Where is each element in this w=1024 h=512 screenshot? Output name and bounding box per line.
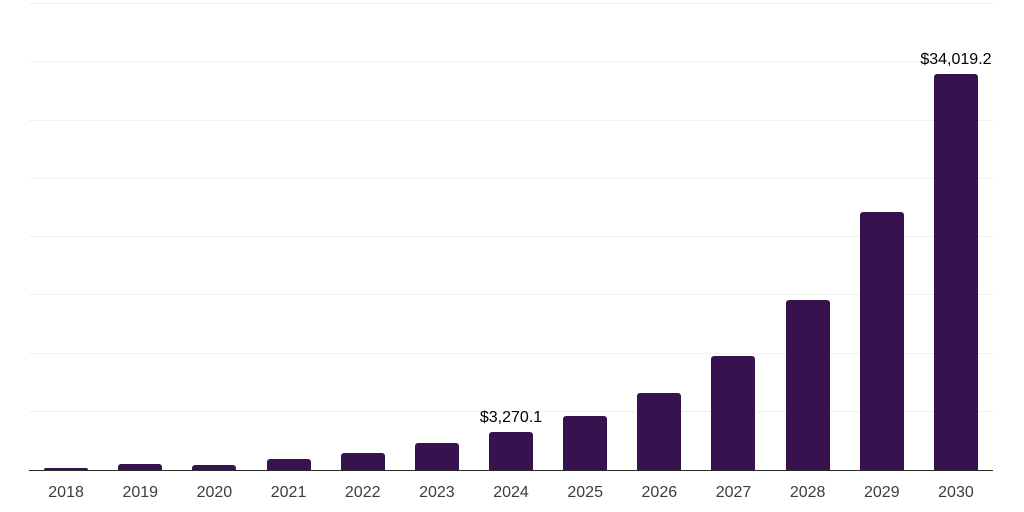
bar-slot-2025 (548, 4, 622, 470)
bar-slot-2021 (251, 4, 325, 470)
x-tick-2027: 2027 (715, 484, 752, 501)
bar-2026[interactable] (637, 392, 682, 470)
x-tick-2025: 2025 (567, 484, 603, 501)
x-tick-2029: 2029 (864, 484, 900, 501)
bar-slot-2030: $34,019.2 (919, 4, 993, 470)
bar-2023[interactable] (414, 442, 459, 470)
bar-slot-2027 (696, 4, 770, 470)
bar-2018[interactable] (44, 467, 89, 470)
gridline-5000 (29, 410, 993, 412)
x-tick-2019: 2019 (122, 484, 159, 501)
bar-2019[interactable] (118, 463, 163, 470)
x-tick-2018: 2018 (48, 484, 84, 501)
bar-slot-2029 (845, 4, 919, 470)
bar-2030[interactable] (933, 73, 978, 470)
gridline-25000 (29, 177, 993, 179)
x-tick-2021: 2021 (270, 484, 307, 501)
bar-2022[interactable] (340, 453, 385, 470)
x-tick-2023: 2023 (419, 484, 455, 501)
bar-slot-2022 (326, 4, 400, 470)
gridline-10000 (29, 352, 993, 354)
x-tick-2020: 2020 (196, 484, 233, 501)
plot-area: $3,270.1 $34,019.2 (29, 3, 993, 471)
data-label-2024: $3,270.1 (479, 408, 543, 426)
bar-2028[interactable] (785, 300, 830, 470)
bar-2029[interactable] (859, 211, 904, 470)
bars-layer: $3,270.1 $34,019.2 (29, 4, 993, 470)
bar-slot-2024: $3,270.1 (474, 4, 548, 470)
x-tick-2028: 2028 (789, 484, 826, 501)
bar-slot-2026 (622, 4, 696, 470)
gridline-40000 (29, 3, 993, 4)
gridline-30000 (29, 119, 993, 121)
bar-slot-2019 (103, 4, 177, 470)
data-label-2030: $34,019.2 (920, 50, 992, 68)
bar-2021[interactable] (266, 458, 311, 470)
x-tick-2024: 2024 (493, 484, 529, 501)
bar-2020[interactable] (192, 465, 237, 470)
x-tick-2022: 2022 (344, 484, 381, 501)
bar-2024[interactable] (489, 431, 534, 470)
x-axis-labels: 2018 2019 2020 2021 2022 2023 2024 2025 2026 2027… (29, 485, 993, 501)
bar-2027[interactable] (711, 356, 756, 470)
gridline-15000 (29, 294, 993, 296)
gridline-20000 (29, 236, 993, 237)
x-tick-2026: 2026 (641, 484, 678, 501)
bar-slot-2020 (177, 4, 251, 470)
x-tick-2030: 2030 (938, 484, 974, 501)
bar-slot-2023 (400, 4, 474, 470)
bar-slot-2028 (771, 4, 845, 470)
bar-2025[interactable] (563, 415, 608, 470)
bar-slot-2018 (29, 4, 103, 470)
gridline-35000 (29, 61, 993, 63)
